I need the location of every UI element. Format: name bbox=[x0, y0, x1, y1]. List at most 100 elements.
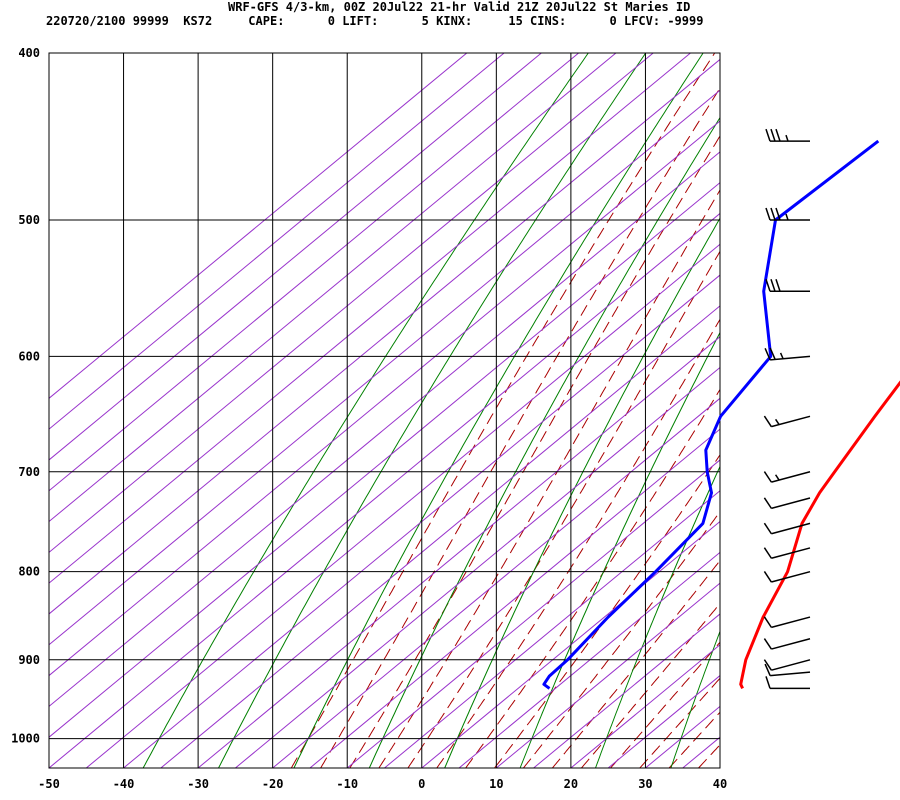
barb-staff bbox=[771, 659, 811, 671]
wind-barb bbox=[763, 638, 811, 650]
barb-staff bbox=[771, 471, 811, 483]
barb-feather bbox=[763, 497, 772, 509]
dry-adiabat bbox=[368, 116, 720, 768]
barb-half-feather bbox=[779, 352, 784, 360]
barb-feather bbox=[775, 279, 781, 292]
stability-indices: 220720/2100 99999 KS72 CAPE: 0 LIFT: 5 K… bbox=[46, 14, 704, 28]
wind-barb bbox=[763, 570, 811, 583]
x-tick-label: -20 bbox=[262, 777, 284, 791]
x-tick-label: 30 bbox=[638, 777, 652, 791]
isotherm bbox=[384, 490, 720, 768]
isotherm bbox=[49, 53, 579, 492]
plot-frame bbox=[48, 52, 721, 769]
isotherm bbox=[235, 366, 720, 768]
barb-feather bbox=[764, 347, 771, 361]
dry-adiabat bbox=[670, 630, 720, 768]
barb-half-feather bbox=[774, 474, 780, 481]
moist-adiabat bbox=[407, 250, 720, 768]
barb-half-feather bbox=[785, 134, 789, 142]
isotherm bbox=[496, 582, 720, 768]
barb-feather bbox=[763, 415, 772, 428]
wind-barb bbox=[763, 497, 811, 510]
isotherm bbox=[645, 705, 720, 768]
moist-adiabat bbox=[320, 87, 720, 768]
barb-staff bbox=[771, 415, 811, 428]
y-tick-label: 400 bbox=[18, 46, 40, 60]
isotherm bbox=[533, 613, 720, 768]
x-tick-label: -30 bbox=[187, 777, 209, 791]
moist-adiabat bbox=[290, 53, 716, 768]
barb-staff bbox=[770, 671, 811, 677]
dry-adiabat bbox=[822, 53, 900, 768]
moist-adiabat bbox=[639, 677, 720, 768]
isotherm bbox=[346, 459, 720, 768]
x-tick-label: -40 bbox=[113, 777, 135, 791]
barb-feather bbox=[764, 663, 771, 676]
wind-barb bbox=[764, 347, 811, 361]
barb-feather bbox=[763, 616, 772, 628]
dry-adiabat bbox=[595, 465, 720, 768]
isotherm bbox=[49, 53, 468, 399]
isotherm bbox=[49, 181, 720, 738]
wind-barb bbox=[763, 616, 811, 629]
dry-adiabat bbox=[218, 53, 647, 768]
barb-staff bbox=[771, 522, 811, 535]
barb-staff bbox=[771, 570, 811, 583]
y-tick-label: 1000 bbox=[11, 732, 40, 746]
isotherm bbox=[49, 53, 654, 553]
wind-barb bbox=[764, 663, 811, 677]
dry-adiabat bbox=[293, 53, 704, 768]
dry-adiabat bbox=[746, 53, 900, 768]
isotherm bbox=[570, 644, 720, 768]
wind-barb bbox=[765, 128, 810, 142]
barb-feather bbox=[763, 638, 772, 650]
moist-adiabat bbox=[378, 189, 720, 768]
isotherm bbox=[49, 120, 720, 677]
barb-feather bbox=[763, 659, 772, 671]
dewpoint-profile bbox=[542, 139, 880, 690]
barb-feather bbox=[763, 571, 772, 583]
barb-feather bbox=[770, 207, 776, 221]
wind-barb bbox=[765, 279, 810, 293]
isotherm bbox=[123, 274, 720, 768]
wind-barb bbox=[763, 415, 811, 428]
background-lines bbox=[49, 42, 900, 768]
barb-half-feather bbox=[774, 418, 780, 425]
isotherm bbox=[49, 151, 720, 708]
x-tick-label: -10 bbox=[336, 777, 358, 791]
wind-barbs bbox=[763, 128, 811, 690]
barb-staff bbox=[771, 497, 811, 510]
barb-feather bbox=[769, 347, 776, 360]
y-tick-label: 800 bbox=[18, 565, 40, 579]
isotherm bbox=[49, 58, 720, 615]
isotherm bbox=[197, 336, 720, 768]
moist-adiabat bbox=[465, 388, 720, 768]
barb-feather bbox=[765, 207, 771, 221]
barb-feather bbox=[770, 279, 776, 292]
moist-adiabat bbox=[552, 559, 720, 768]
temperature-profile bbox=[739, 380, 900, 690]
barb-feather bbox=[765, 676, 771, 689]
isotherm bbox=[682, 736, 720, 768]
y-tick-label: 500 bbox=[18, 213, 40, 227]
dry-adiabat bbox=[519, 331, 720, 768]
dry-adiabat bbox=[142, 53, 589, 768]
moist-adiabat bbox=[728, 42, 900, 768]
wind-barb bbox=[763, 659, 811, 671]
x-tick-label: 0 bbox=[418, 777, 425, 791]
wind-barb bbox=[763, 471, 811, 483]
barb-staff bbox=[771, 547, 811, 559]
isotherm bbox=[458, 551, 720, 768]
isotherm bbox=[160, 305, 720, 768]
wind-barb bbox=[763, 547, 811, 559]
barb-staff bbox=[771, 616, 811, 629]
barb-staff bbox=[770, 355, 811, 361]
axis-grid bbox=[48, 52, 721, 769]
moist-adiabat bbox=[436, 318, 720, 768]
isotherm bbox=[272, 397, 720, 768]
x-tick-label: 20 bbox=[564, 777, 578, 791]
barb-half-feather bbox=[785, 213, 789, 221]
wind-barb bbox=[765, 676, 810, 690]
barb-feather bbox=[763, 522, 772, 535]
barb-feather bbox=[775, 207, 781, 221]
